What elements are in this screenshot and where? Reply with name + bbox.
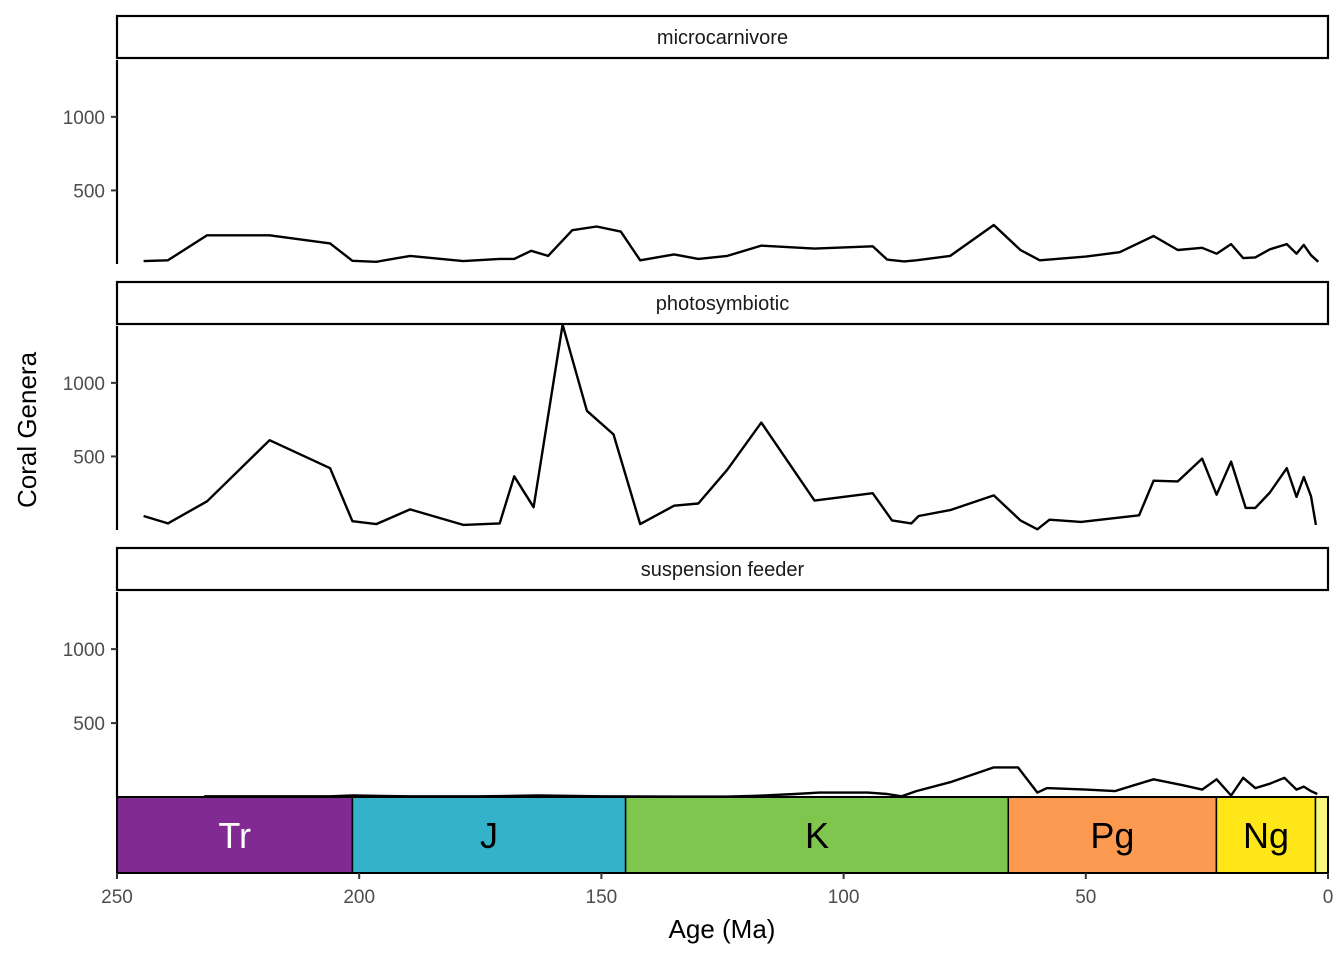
period-box-K: [624, 796, 1010, 874]
period-label: Tr: [218, 815, 251, 856]
period-label: K: [805, 815, 829, 856]
facet-panel-microcarnivore: microcarnivore 500 1000: [63, 14, 1330, 264]
y-tick-label: 1000: [63, 108, 105, 129]
x-tick-label: 250: [101, 887, 133, 908]
y-axis-title: Coral Genera: [12, 351, 42, 508]
timescale-border: [116, 796, 1329, 874]
facet-strip: [115, 280, 1330, 326]
period-label: Ng: [1243, 815, 1289, 856]
x-tick-label: 150: [586, 887, 618, 908]
x-tick-label: 100: [828, 887, 860, 908]
period-label: Pg: [1090, 815, 1134, 856]
y-tick-label: 500: [73, 181, 105, 202]
series-line-suspension-feeder: [204, 766, 1318, 798]
facets-layer: microcarnivore 500 1000 photosymbiotic 500 10…: [63, 14, 1330, 798]
y-tick-label: 500: [73, 447, 105, 468]
facet-strip-label: photosymbiotic: [656, 293, 789, 315]
facet-panel-photosymbiotic: photosymbiotic 500 1000: [63, 280, 1330, 531]
period-label: J: [480, 815, 498, 856]
facet-strip: [115, 14, 1330, 60]
geologic-timescale: Tr J K Pg Ng: [116, 796, 1329, 874]
y-tick-label: 1000: [63, 374, 105, 395]
facet-strip-label: suspension feeder: [641, 559, 805, 581]
x-axis-title: Age (Ma): [669, 914, 776, 944]
series-line-photosymbiotic: [143, 323, 1318, 531]
y-tick-label: 1000: [63, 640, 105, 661]
x-tick-label: 50: [1075, 887, 1096, 908]
period-box-quaternary: [1314, 796, 1329, 874]
series-line-microcarnivore: [143, 223, 1320, 263]
x-tick-label: 200: [343, 887, 375, 908]
facet-panel-suspension-feeder: suspension feeder 500 1000: [63, 546, 1330, 798]
x-tick-label: 0: [1323, 887, 1334, 908]
period-box-Ng: [1215, 796, 1317, 874]
facet-strip-label: microcarnivore: [657, 27, 788, 49]
x-axis: 250 200 150 100 50 0: [101, 873, 1333, 908]
facet-strip: [115, 546, 1330, 592]
y-tick-label: 500: [73, 714, 105, 735]
